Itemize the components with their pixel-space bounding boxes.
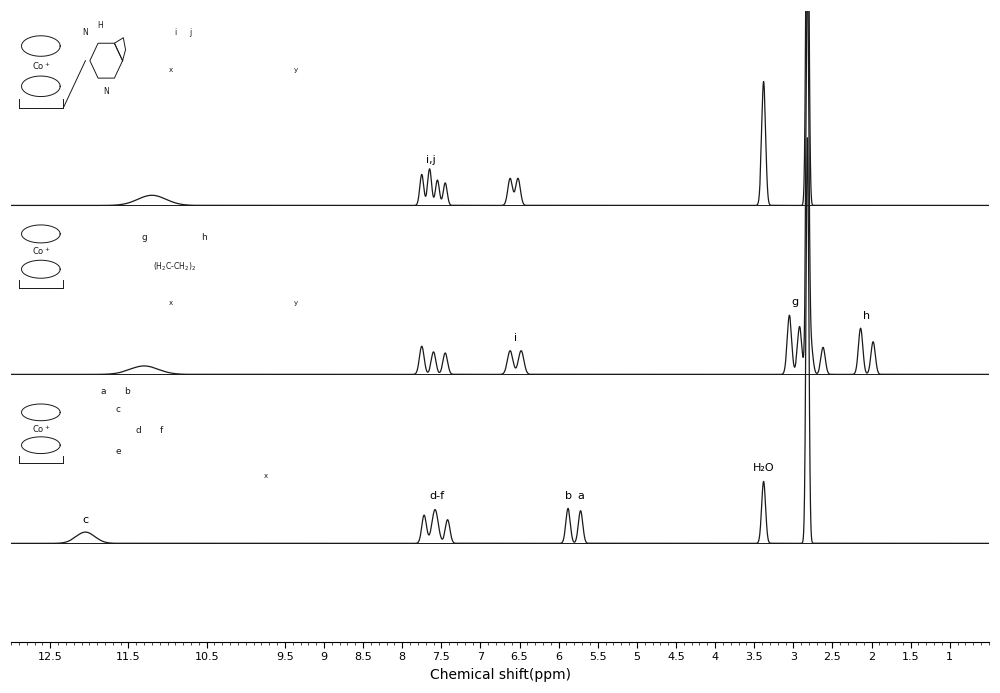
Text: d-f: d-f bbox=[430, 491, 445, 501]
Text: g: g bbox=[142, 234, 148, 243]
Text: N: N bbox=[83, 28, 88, 37]
Text: c: c bbox=[82, 516, 88, 525]
Text: j: j bbox=[189, 28, 192, 37]
Text: x: x bbox=[169, 299, 173, 306]
Text: c: c bbox=[115, 405, 120, 414]
Text: y: y bbox=[293, 299, 298, 306]
Text: H: H bbox=[97, 21, 103, 30]
Text: h: h bbox=[863, 311, 870, 321]
Text: a: a bbox=[100, 387, 106, 396]
Text: Co$^+$: Co$^+$ bbox=[32, 246, 50, 257]
Text: a: a bbox=[577, 491, 584, 501]
Text: (H$_2$C-CH$_2$)$_2$: (H$_2$C-CH$_2$)$_2$ bbox=[153, 261, 196, 273]
Text: i,j: i,j bbox=[426, 155, 436, 165]
Text: x: x bbox=[169, 67, 173, 73]
Text: f: f bbox=[160, 426, 163, 435]
Text: Co$^+$: Co$^+$ bbox=[32, 60, 50, 72]
Text: y: y bbox=[293, 67, 298, 73]
Text: i: i bbox=[175, 28, 177, 37]
Text: N: N bbox=[103, 87, 109, 96]
Text: H₂O: H₂O bbox=[753, 463, 774, 473]
Text: g: g bbox=[791, 297, 798, 307]
Text: Co$^+$: Co$^+$ bbox=[32, 423, 50, 435]
Text: x: x bbox=[264, 473, 268, 479]
Text: e: e bbox=[115, 447, 121, 456]
Text: h: h bbox=[201, 234, 207, 243]
X-axis label: Chemical shift(ppm): Chemical shift(ppm) bbox=[430, 668, 570, 682]
Text: i: i bbox=[514, 333, 517, 344]
Text: b: b bbox=[124, 387, 130, 396]
Text: d: d bbox=[136, 426, 142, 435]
Text: b: b bbox=[565, 491, 572, 501]
